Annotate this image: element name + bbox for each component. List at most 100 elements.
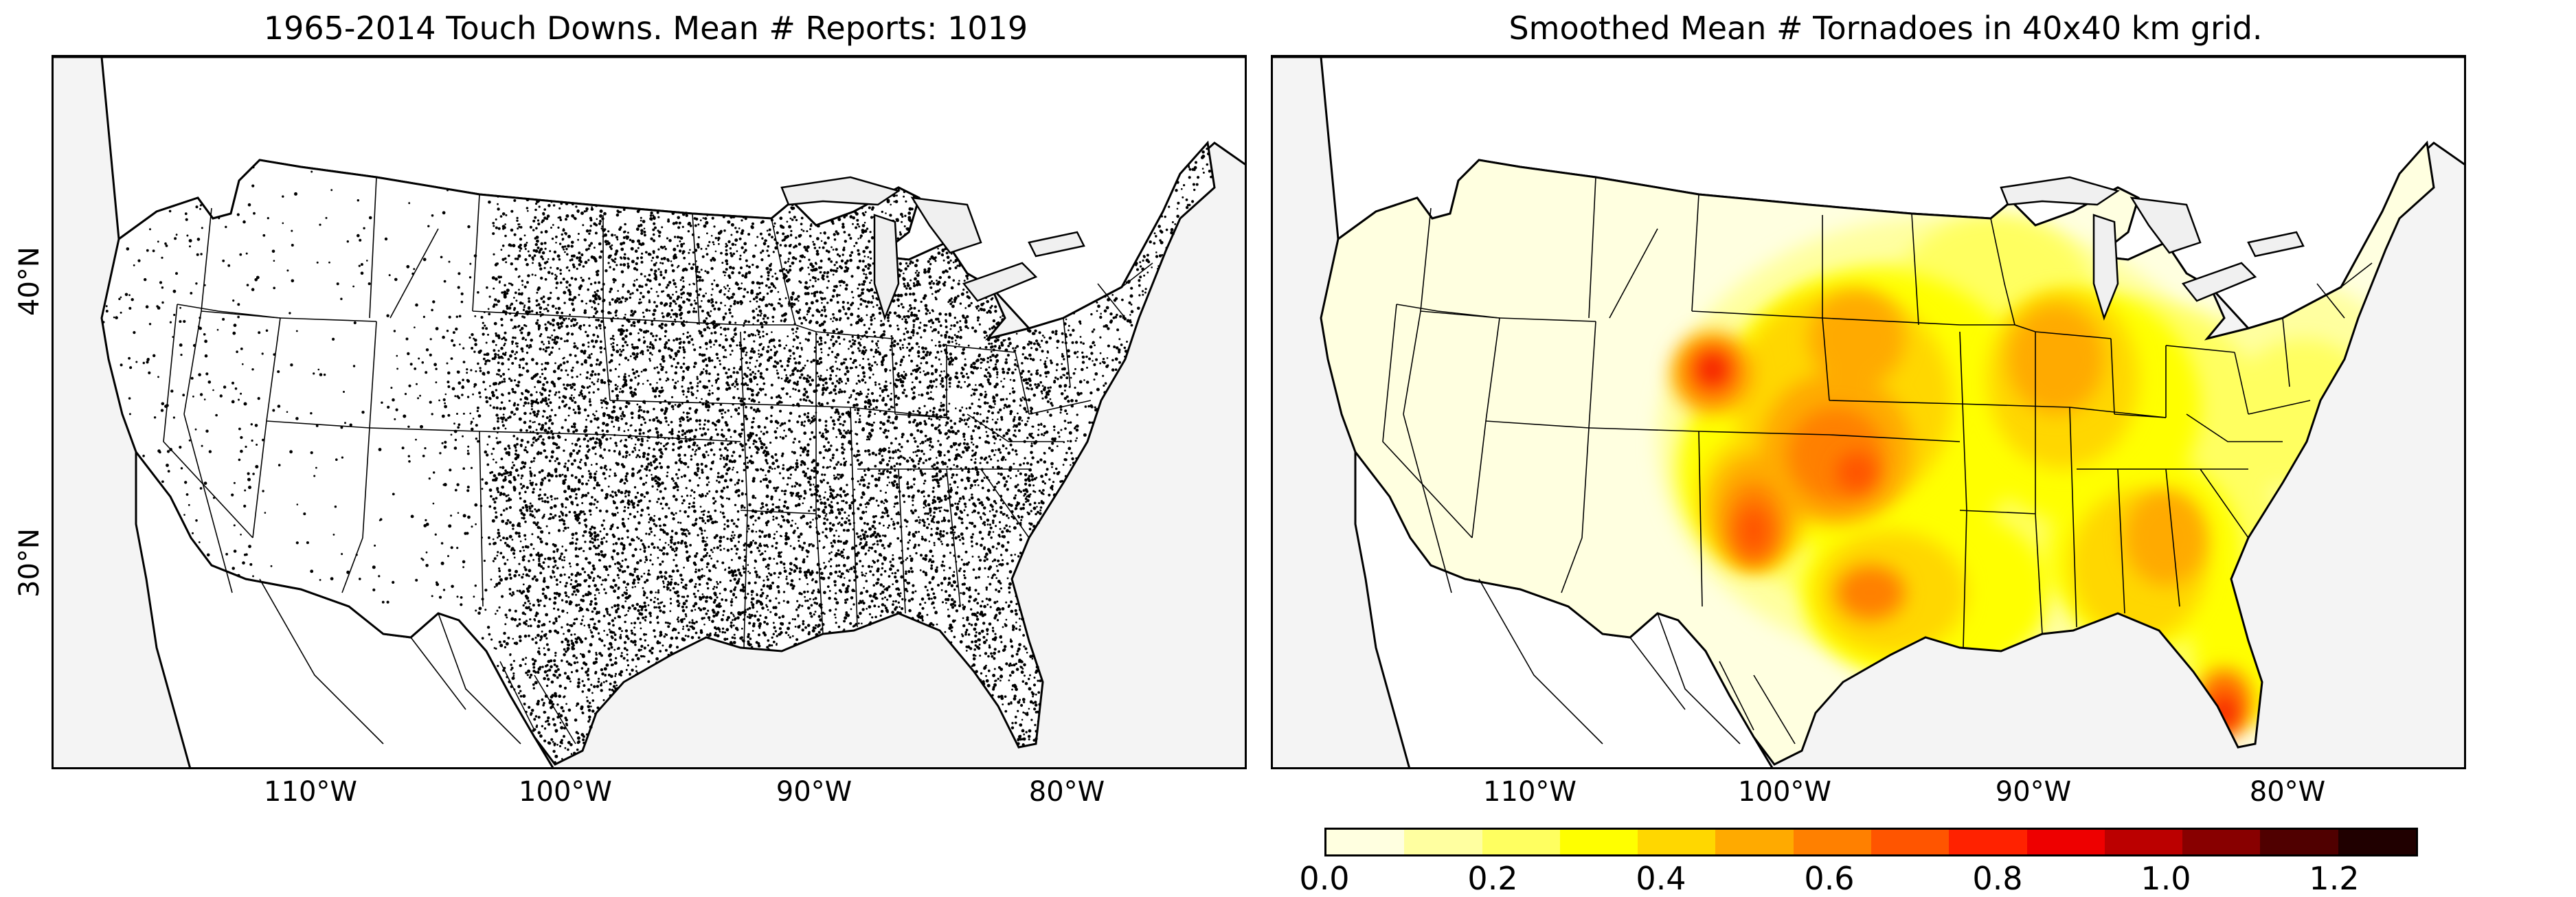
touchdown-dot bbox=[870, 323, 873, 326]
touchdown-dot bbox=[435, 327, 439, 330]
touchdown-dot bbox=[598, 323, 602, 328]
touchdown-dot bbox=[475, 370, 477, 373]
touchdown-dot bbox=[895, 403, 899, 407]
touchdown-dot bbox=[844, 240, 848, 243]
touchdown-dot bbox=[615, 213, 620, 217]
touchdown-dot bbox=[563, 383, 565, 386]
touchdown-dot bbox=[838, 521, 841, 524]
touchdown-dot bbox=[560, 706, 564, 709]
touchdown-dot bbox=[900, 575, 904, 579]
touchdown-dot bbox=[1020, 703, 1024, 707]
touchdown-dot bbox=[1123, 346, 1127, 350]
touchdown-dot bbox=[635, 354, 639, 359]
touchdown-dot bbox=[940, 334, 943, 337]
touchdown-dot bbox=[590, 571, 594, 574]
touchdown-dot bbox=[699, 516, 701, 519]
touchdown-dot bbox=[746, 615, 749, 618]
touchdown-dot bbox=[550, 430, 554, 433]
touchdown-dot bbox=[631, 394, 635, 398]
touchdown-dot bbox=[512, 672, 515, 675]
touchdown-dot bbox=[508, 254, 510, 258]
touchdown-dot bbox=[680, 581, 683, 584]
touchdown-dot bbox=[1031, 358, 1035, 361]
touchdown-dot bbox=[576, 685, 580, 688]
touchdown-dot bbox=[620, 242, 623, 246]
touchdown-dot bbox=[693, 217, 697, 220]
touchdown-dot bbox=[514, 356, 517, 360]
touchdown-dot bbox=[671, 569, 675, 573]
touchdown-dot bbox=[473, 385, 475, 388]
touchdown-dot bbox=[857, 374, 860, 377]
touchdown-dot bbox=[835, 616, 837, 619]
touchdown-dot bbox=[749, 571, 752, 574]
touchdown-dot bbox=[667, 339, 670, 342]
touchdown-dot bbox=[771, 508, 775, 512]
touchdown-dot bbox=[682, 348, 686, 352]
touchdown-dot bbox=[881, 562, 884, 565]
touchdown-dot bbox=[511, 343, 514, 345]
touchdown-dot bbox=[747, 564, 749, 566]
touchdown-dot bbox=[820, 374, 822, 377]
touchdown-dot bbox=[594, 479, 597, 481]
touchdown-dot bbox=[639, 622, 642, 624]
touchdown-dot bbox=[982, 622, 986, 625]
touchdown-dot bbox=[565, 369, 567, 372]
touchdown-dot bbox=[460, 596, 463, 599]
touchdown-dot bbox=[648, 273, 651, 277]
touchdown-dot bbox=[900, 446, 903, 449]
touchdown-dot bbox=[1026, 651, 1028, 654]
touchdown-dot bbox=[1015, 662, 1017, 666]
touchdown-dot bbox=[780, 387, 783, 389]
touchdown-dot bbox=[547, 435, 551, 440]
touchdown-dot bbox=[555, 242, 557, 244]
touchdown-dot bbox=[850, 596, 854, 600]
touchdown-dot bbox=[782, 519, 786, 522]
touchdown-dot bbox=[940, 582, 944, 585]
touchdown-dot bbox=[533, 457, 536, 459]
touchdown-dot bbox=[1015, 688, 1018, 692]
touchdown-dot bbox=[792, 338, 796, 341]
touchdown-dot bbox=[736, 387, 739, 390]
touchdown-dot bbox=[609, 437, 612, 440]
touchdown-dot bbox=[963, 502, 967, 506]
touchdown-dot bbox=[899, 556, 903, 560]
touchdown-dot bbox=[542, 567, 545, 570]
touchdown-dot bbox=[637, 319, 640, 323]
touchdown-dot bbox=[986, 523, 989, 526]
touchdown-dot bbox=[1001, 530, 1004, 534]
touchdown-dot bbox=[471, 333, 474, 337]
touchdown-dot bbox=[677, 541, 680, 545]
touchdown-dot bbox=[866, 522, 870, 526]
touchdown-dot bbox=[501, 519, 505, 523]
touchdown-dot bbox=[984, 368, 988, 372]
touchdown-dot bbox=[146, 361, 149, 364]
touchdown-dot bbox=[653, 407, 655, 411]
touchdown-dot bbox=[565, 214, 569, 218]
touchdown-dot bbox=[519, 525, 521, 527]
touchdown-dot bbox=[872, 407, 875, 410]
touchdown-dot bbox=[313, 372, 315, 375]
touchdown-dot bbox=[878, 452, 881, 455]
touchdown-dot bbox=[642, 455, 646, 458]
touchdown-dot bbox=[864, 276, 868, 280]
touchdown-dot bbox=[594, 597, 597, 600]
touchdown-dot bbox=[836, 267, 839, 270]
touchdown-dot bbox=[1043, 336, 1046, 339]
touchdown-dot bbox=[642, 383, 644, 385]
touchdown-dot bbox=[387, 405, 390, 409]
touchdown-dot bbox=[769, 599, 772, 602]
touchdown-dot bbox=[771, 636, 773, 639]
touchdown-dot bbox=[821, 274, 825, 278]
touchdown-dot bbox=[697, 470, 699, 473]
touchdown-dot bbox=[648, 532, 651, 536]
touchdown-dot bbox=[1046, 468, 1049, 471]
touchdown-dot bbox=[997, 481, 1000, 484]
touchdown-dot bbox=[719, 581, 722, 584]
touchdown-dot bbox=[870, 497, 873, 501]
touchdown-dot bbox=[669, 302, 673, 305]
touchdown-dot bbox=[793, 485, 797, 488]
touchdown-dot bbox=[203, 481, 207, 485]
touchdown-dot bbox=[758, 353, 760, 355]
touchdown-dot bbox=[878, 473, 880, 475]
touchdown-dot bbox=[861, 229, 865, 232]
